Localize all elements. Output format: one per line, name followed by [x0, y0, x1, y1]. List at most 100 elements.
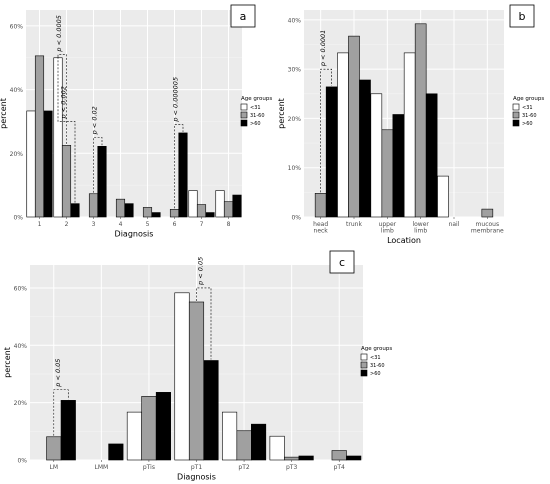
bar [222, 411, 238, 461]
x-tick-label: 6 [173, 221, 177, 228]
x-tick-label-line: 4 [119, 221, 123, 228]
x-tick-label-line: pT4 [334, 464, 345, 471]
p-value-annotation: p < 0.05 [54, 359, 62, 388]
x-tick-label-line: 2 [65, 221, 69, 228]
bar [337, 52, 349, 218]
y-tick-label: 0% [291, 215, 301, 222]
legend-entry: <31 [250, 105, 261, 111]
legend-entry: 31-60 [250, 113, 265, 119]
x-tick-label: pT2 [238, 464, 249, 471]
bar [88, 193, 99, 218]
x-tick-label-line: 6 [173, 221, 177, 228]
legend-title: Age groups [241, 96, 272, 102]
bar [126, 411, 142, 461]
x-tick-label: pT4 [334, 464, 345, 471]
x-tick-label-line: 7 [200, 221, 204, 228]
legend-title: Age groups [361, 346, 392, 352]
bar [346, 455, 362, 461]
y-tick-label: 40% [10, 87, 24, 94]
legend-entry: 31-60 [522, 113, 537, 119]
y-tick-label: 60% [14, 285, 28, 292]
bar [251, 423, 267, 461]
bar [108, 443, 124, 461]
panel-label-box [329, 250, 355, 274]
p-value-annotation: p < 0.000005 [172, 77, 180, 123]
bar [348, 35, 360, 218]
bar [232, 194, 242, 218]
x-tick-label: LM [50, 464, 59, 471]
panel-label: b [519, 10, 526, 23]
x-tick-label: 5 [146, 221, 150, 228]
legend-swatch [512, 111, 520, 119]
bar [61, 145, 72, 218]
bar [34, 55, 45, 218]
bar [392, 114, 405, 218]
y-tick-label: 0% [13, 215, 23, 222]
x-tick-label-line: head [313, 221, 328, 228]
bar [403, 52, 416, 218]
y-tick-label: 40% [288, 17, 302, 24]
x-tick-label-line: LM [50, 464, 59, 471]
x-tick-label: 7 [200, 221, 204, 228]
x-tick-label-line: membrane [471, 228, 504, 235]
x-axis-label: Diagnosis [115, 230, 154, 239]
panel-a: 0% 20% 40% 60% 1 2 3 4 5 6 7 8 Diagnosis percent p < 0… [0, 4, 272, 239]
bar [414, 23, 427, 218]
x-tick-label-line: trunk [346, 221, 362, 228]
bar [205, 212, 215, 218]
x-axis-label: Diagnosis [177, 473, 216, 482]
significance-bracket [57, 54, 67, 145]
bar [188, 301, 205, 461]
x-tick-label-line: neck [314, 228, 329, 235]
bar [370, 93, 383, 218]
bar [215, 190, 225, 218]
legend-swatch [512, 119, 520, 127]
x-tick-label: upper limb [379, 221, 397, 235]
x-tick-label: 4 [119, 221, 123, 228]
x-tick-label-line: mucous [476, 221, 500, 228]
y-tick-label: 20% [10, 151, 24, 158]
panel-label: a [240, 10, 247, 23]
bar [115, 198, 126, 218]
y-tick-label: 60% [10, 23, 24, 30]
x-tick-label-line: LMM [95, 464, 109, 471]
bar [141, 396, 157, 461]
legend-entry: >60 [522, 121, 533, 127]
x-tick-label: pTis [143, 464, 155, 471]
significance-bracket [93, 137, 103, 193]
bar [425, 93, 438, 218]
bar [43, 110, 53, 218]
bar [314, 193, 327, 218]
x-tick-label-line: pT3 [286, 464, 297, 471]
x-tick-label-line: limb [381, 228, 394, 235]
x-tick-label: nail [449, 221, 460, 228]
bar [174, 292, 190, 461]
legend-entry: 31-60 [370, 363, 385, 369]
panel-label-box [509, 4, 535, 28]
legend-swatch [240, 111, 248, 119]
bar [178, 132, 188, 218]
bar [196, 204, 207, 218]
legend-swatch [240, 119, 248, 127]
bar [284, 456, 300, 461]
x-tick-label: 1 [38, 221, 42, 228]
bar [26, 110, 36, 218]
bar [169, 209, 180, 218]
x-tick-label: mucous membrane [471, 221, 504, 235]
bar [331, 450, 347, 461]
x-tick-label-line: pT1 [191, 464, 202, 471]
legend-entry: >60 [370, 371, 381, 377]
x-tick-label: LMM [95, 464, 109, 471]
p-value-annotation: p < 0.02 [91, 106, 99, 135]
bar [481, 208, 494, 218]
x-tick-label-line: pTis [143, 464, 155, 471]
p-value-annotation: p < 0.0001 [319, 30, 327, 67]
bar [142, 207, 153, 218]
legend-swatch [240, 103, 248, 111]
p-value-annotation: p < 0.0005 [55, 15, 63, 52]
bar [46, 436, 62, 461]
x-tick-label-line: pT2 [238, 464, 249, 471]
bar [151, 212, 161, 218]
